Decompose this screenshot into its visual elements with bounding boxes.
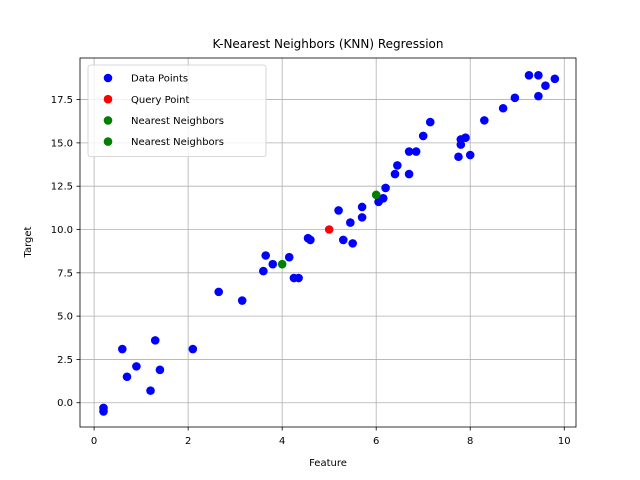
data-points-point (541, 81, 550, 91)
data-points-point (306, 235, 315, 245)
data-points-point (534, 71, 543, 80)
data-points-point (357, 202, 367, 212)
data-points-point (510, 93, 520, 103)
data-points-point (378, 194, 388, 203)
data-points-point (188, 344, 198, 354)
axis-ticks: 0 2 4 6 8 10 0.0 2.5 5.0 7.5 10.0 12.5 15.0 17.5 (51, 95, 571, 447)
scatter-points (99, 71, 560, 416)
data-points-point (132, 362, 141, 371)
y-tick-label: 15.0 (51, 138, 73, 149)
x-tick-label: 4 (279, 436, 285, 447)
data-points-point (411, 147, 421, 156)
data-points-point (454, 152, 463, 162)
legend-marker-data-points (103, 73, 113, 83)
data-points-point (357, 213, 367, 222)
y-axis-label: Target (23, 226, 34, 258)
data-points-point (237, 296, 247, 305)
nearest-neighbors-point (371, 190, 381, 200)
data-points-point (381, 183, 390, 193)
x-axis-label: Feature (309, 458, 347, 469)
data-points-point (346, 218, 355, 227)
y-tick-label: 2.5 (57, 355, 73, 366)
y-tick-label: 7.5 (57, 268, 73, 279)
data-points-point (534, 91, 543, 101)
data-points-point (524, 71, 534, 80)
chart-title: K-Nearest Neighbors (KNN) Regression (213, 37, 444, 51)
data-points-point (118, 344, 127, 354)
data-points-point (294, 273, 303, 283)
x-tick-label: 0 (91, 436, 97, 447)
x-tick-label: 10 (558, 436, 571, 447)
data-points-point (480, 116, 489, 125)
y-tick-label: 12.5 (51, 182, 73, 193)
legend-marker-nearest-neighbors (103, 137, 113, 146)
data-points-point (348, 239, 357, 248)
legend-label-nearest-neighbors: Nearest Neighbors (131, 116, 224, 127)
data-points-point (259, 266, 268, 276)
data-points-point (284, 252, 294, 262)
legend-label-nearest-neighbors: Nearest Neighbors (131, 137, 224, 148)
x-tick-label: 6 (373, 436, 379, 447)
data-points-point (214, 287, 223, 297)
data-points-point (150, 336, 160, 345)
legend-label-query-point: Query Point (131, 95, 189, 106)
y-tick-label: 0.0 (57, 398, 73, 409)
data-points-point (498, 103, 508, 113)
legend-box (87, 64, 267, 157)
data-points-point (338, 235, 348, 245)
data-points-point (268, 259, 278, 269)
data-points-point (461, 133, 470, 142)
legend: Data Points Query Point Nearest Neighbors N… (87, 64, 267, 157)
y-tick-label: 10.0 (51, 225, 73, 236)
legend-marker-nearest-neighbors (103, 116, 113, 125)
query-point-point (324, 225, 334, 234)
data-points-point (122, 372, 132, 382)
y-tick-label: 17.5 (51, 95, 73, 106)
data-points-point (146, 386, 155, 395)
legend-label-data-points: Data Points (131, 74, 188, 85)
nearest-neighbors-point (277, 259, 287, 269)
legend-marker-query-point (103, 94, 113, 104)
data-points-point (404, 169, 414, 179)
data-points-point (425, 117, 435, 127)
x-tick-label: 2 (185, 436, 191, 447)
data-points-point (550, 74, 560, 84)
data-points-point (390, 169, 400, 179)
data-points-point (465, 150, 475, 160)
plot-area-frame (79, 57, 577, 428)
data-points-point (261, 251, 271, 260)
data-points-point (334, 206, 343, 215)
y-tick-label: 5.0 (57, 312, 73, 323)
data-points-point (404, 147, 414, 156)
x-tick-label: 8 (467, 436, 473, 447)
data-points-point (418, 131, 428, 141)
data-points-point (99, 407, 108, 416)
data-points-point (155, 365, 165, 375)
data-points-point (393, 161, 402, 170)
